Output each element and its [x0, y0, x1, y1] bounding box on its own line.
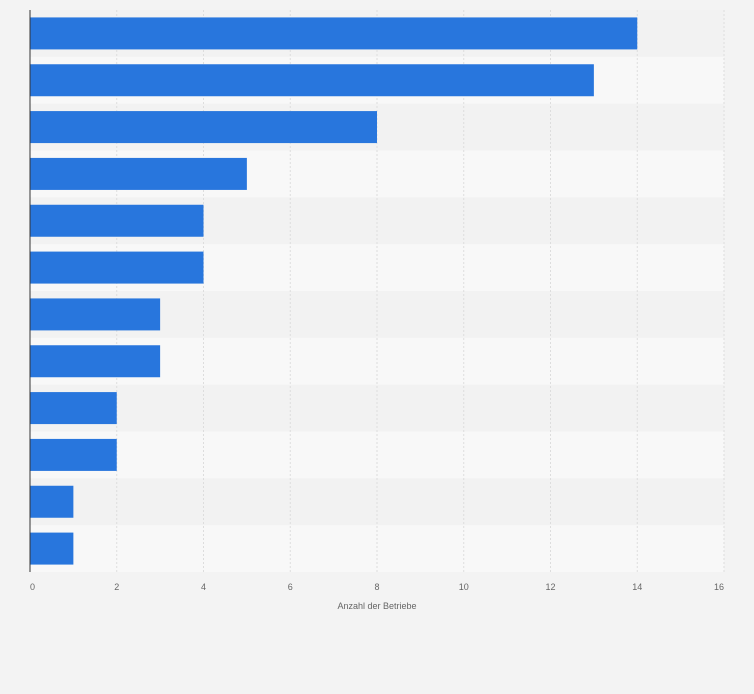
- bar[interactable]: [30, 438, 117, 471]
- x-tick-label: 4: [201, 582, 206, 592]
- grid-lines: [116, 10, 725, 572]
- x-axis-title: Anzahl der Betriebe: [337, 601, 416, 611]
- bar[interactable]: [30, 64, 594, 97]
- x-tick-label: 12: [545, 582, 555, 592]
- bar[interactable]: [30, 204, 204, 237]
- bar[interactable]: [30, 345, 161, 378]
- x-tick-label: 16: [714, 582, 724, 592]
- x-tick-label: 2: [114, 582, 119, 592]
- x-tick-label: 0: [30, 582, 35, 592]
- bar[interactable]: [30, 111, 377, 144]
- bar[interactable]: [30, 532, 74, 565]
- x-tick-labels: 0 2 4 6 8 10 12 14 16: [30, 582, 724, 592]
- x-tick-label: 8: [374, 582, 379, 592]
- x-tick-label: 6: [288, 582, 293, 592]
- bar[interactable]: [30, 392, 117, 425]
- x-tick-label: 10: [459, 582, 469, 592]
- bar[interactable]: [30, 485, 74, 518]
- bar[interactable]: [30, 298, 161, 331]
- x-tick-label: 14: [632, 582, 642, 592]
- bars: [30, 17, 638, 565]
- row-band: [30, 525, 724, 572]
- bar[interactable]: [30, 157, 247, 190]
- bar[interactable]: [30, 251, 204, 284]
- bar[interactable]: [30, 17, 638, 50]
